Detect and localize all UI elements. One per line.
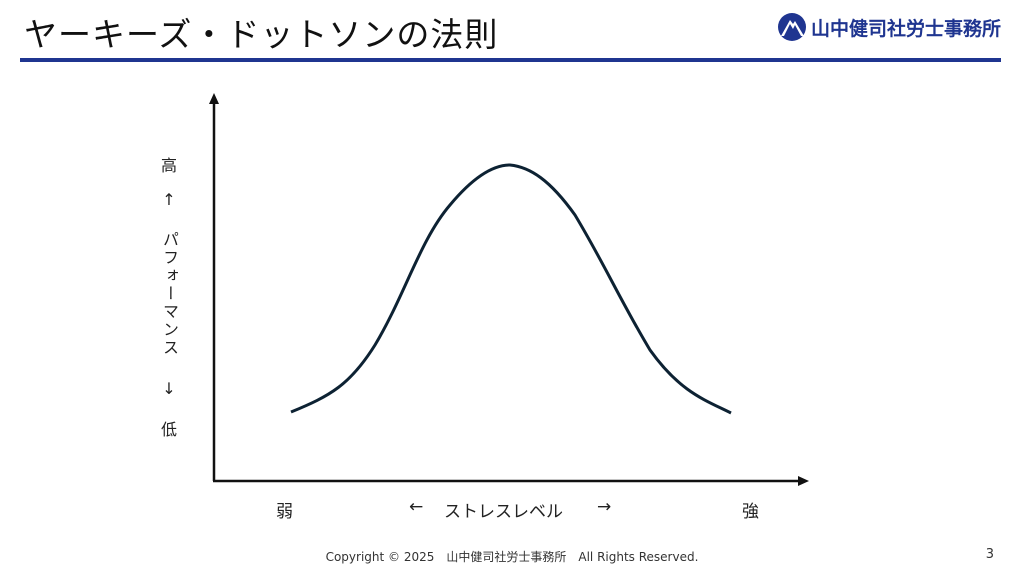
x-strong-label: 強 bbox=[742, 502, 759, 522]
page-number: 3 bbox=[985, 547, 994, 562]
up-arrow-icon: ↑ bbox=[162, 190, 176, 209]
header-divider bbox=[20, 58, 1001, 62]
copyright-footer: Copyright © 2025 山中健司社労士事務所 All Rights R… bbox=[325, 550, 699, 564]
right-arrow-icon: → bbox=[597, 497, 612, 517]
y-high-label: 高 bbox=[160, 156, 177, 175]
x-axis-arrowhead bbox=[798, 476, 809, 486]
x-weak-label: 弱 bbox=[276, 502, 293, 522]
slide-title: ヤーキーズ・ドットソンの法則 bbox=[24, 15, 499, 54]
y-low-label: 低 bbox=[160, 420, 177, 439]
x-axis-title: ストレスレベル bbox=[444, 502, 563, 522]
y-axis-title: パフォーマンス bbox=[160, 231, 179, 357]
down-arrow-icon: ↓ bbox=[162, 379, 176, 398]
y-axis-label: 高 ↑ パフォーマンス ↓ 低 bbox=[156, 152, 182, 440]
mountain-logo-icon bbox=[778, 13, 806, 41]
company-logo: 山中健司社労士事務所 bbox=[777, 12, 1001, 42]
left-arrow-icon: ← bbox=[409, 497, 424, 517]
y-axis-arrowhead bbox=[209, 93, 219, 104]
logo-text: 山中健司社労士事務所 bbox=[811, 17, 1002, 40]
performance-curve bbox=[290, 163, 732, 415]
